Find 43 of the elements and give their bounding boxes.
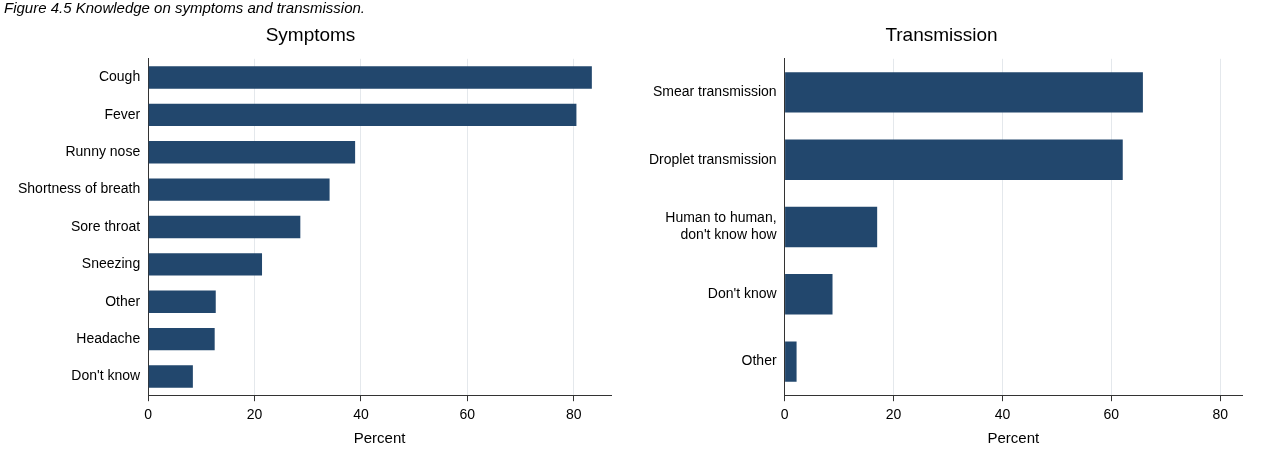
x-axis-title: Percent: [353, 429, 407, 447]
y-tick-label: Sneezing: [81, 255, 141, 272]
x-tick-label: 20: [885, 406, 902, 423]
y-tick-label: Headache: [76, 329, 141, 346]
bar: [148, 290, 216, 313]
chart-title: Transmission: [885, 23, 998, 45]
x-tick-label: 60: [459, 406, 476, 423]
x-tick-label: 40: [353, 406, 369, 423]
x-tick-label: 80: [565, 406, 582, 423]
bar: [148, 141, 356, 164]
bar: [785, 206, 878, 248]
bar: [148, 327, 215, 351]
y-tick-label: Other: [105, 292, 141, 309]
x-tick-label: 20: [246, 406, 263, 423]
x-tick-label: 0: [780, 406, 789, 423]
x-tick-label: 40: [994, 406, 1011, 423]
y-tick-label: Shortness of breath: [18, 180, 141, 197]
bar: [148, 178, 330, 201]
x-tick-label: 80: [1212, 406, 1229, 423]
x-tick-label: 60: [1103, 406, 1120, 423]
caption: Figure 4.5 Knowledge on symptoms and transmission.: [4, 0, 366, 16]
bar: [148, 215, 301, 239]
x-axis-title: Percent: [987, 429, 1040, 447]
y-tick-label: Don't know: [71, 367, 142, 384]
y-tick-label: Runny nose: [65, 143, 141, 160]
y-tick-label: Smear transmission: [652, 83, 777, 100]
y-tick-label: Other: [741, 352, 777, 369]
bar: [785, 341, 797, 382]
bar: [785, 139, 1123, 180]
x-tick-label: 0: [144, 406, 153, 423]
y-tick-label: Don't know: [707, 285, 778, 302]
bar: [148, 365, 193, 388]
bar: [148, 66, 592, 89]
bar: [148, 103, 577, 127]
y-tick-label: Cough: [98, 68, 141, 85]
bar: [785, 274, 833, 315]
bar: [148, 253, 263, 276]
chart-title: Symptoms: [265, 23, 356, 45]
y-tick-label: Fever: [104, 105, 141, 122]
y-tick-label: Droplet transmission: [648, 150, 777, 167]
bar: [785, 72, 1143, 113]
y-tick-label: Human to human, don't know how: [665, 209, 778, 243]
y-tick-label: Sore throat: [70, 217, 141, 234]
